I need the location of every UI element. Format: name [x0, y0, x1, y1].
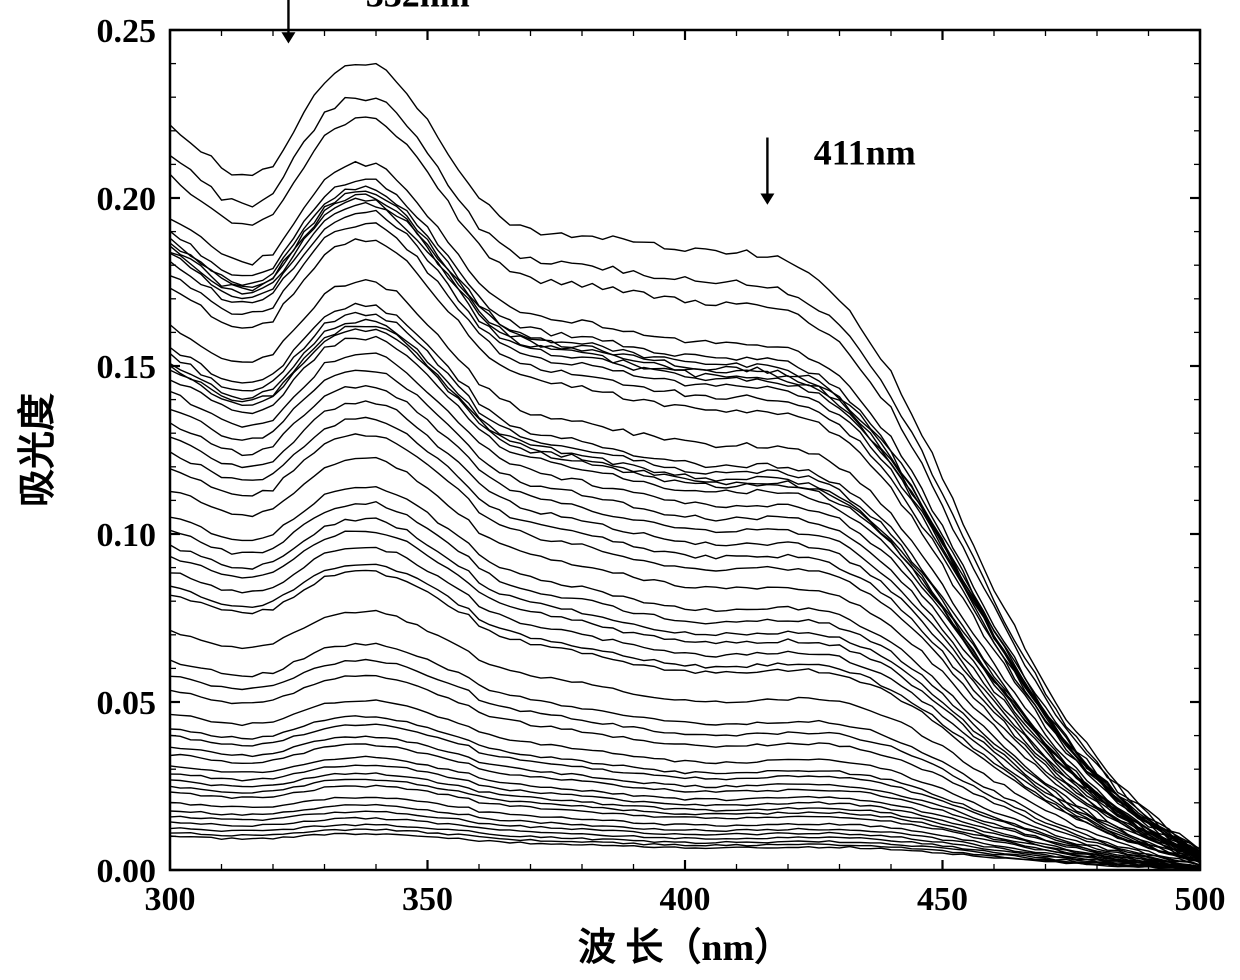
y-tick-label: 0.20 [97, 181, 157, 218]
y-tick-label: 0.00 [97, 853, 157, 890]
x-tick-label: 450 [917, 881, 968, 918]
y-tick-label: 0.15 [97, 349, 157, 386]
peak-annotation: 411nm [814, 132, 916, 172]
spectra-chart: 3003504004505000.000.050.100.150.200.25波… [0, 0, 1240, 980]
y-tick-label: 0.25 [97, 13, 157, 50]
x-axis-label: 波 长（nm） [578, 927, 792, 969]
chart-container: 3003504004505000.000.050.100.150.200.25波… [0, 0, 1240, 980]
x-tick-label: 350 [402, 881, 453, 918]
peak-annotation: 332nm [366, 0, 470, 14]
x-tick-label: 500 [1175, 881, 1226, 918]
y-tick-label: 0.05 [97, 685, 157, 722]
x-tick-label: 400 [660, 881, 711, 918]
y-tick-label: 0.10 [97, 517, 157, 554]
y-axis-label: 吸光度 [17, 393, 59, 507]
